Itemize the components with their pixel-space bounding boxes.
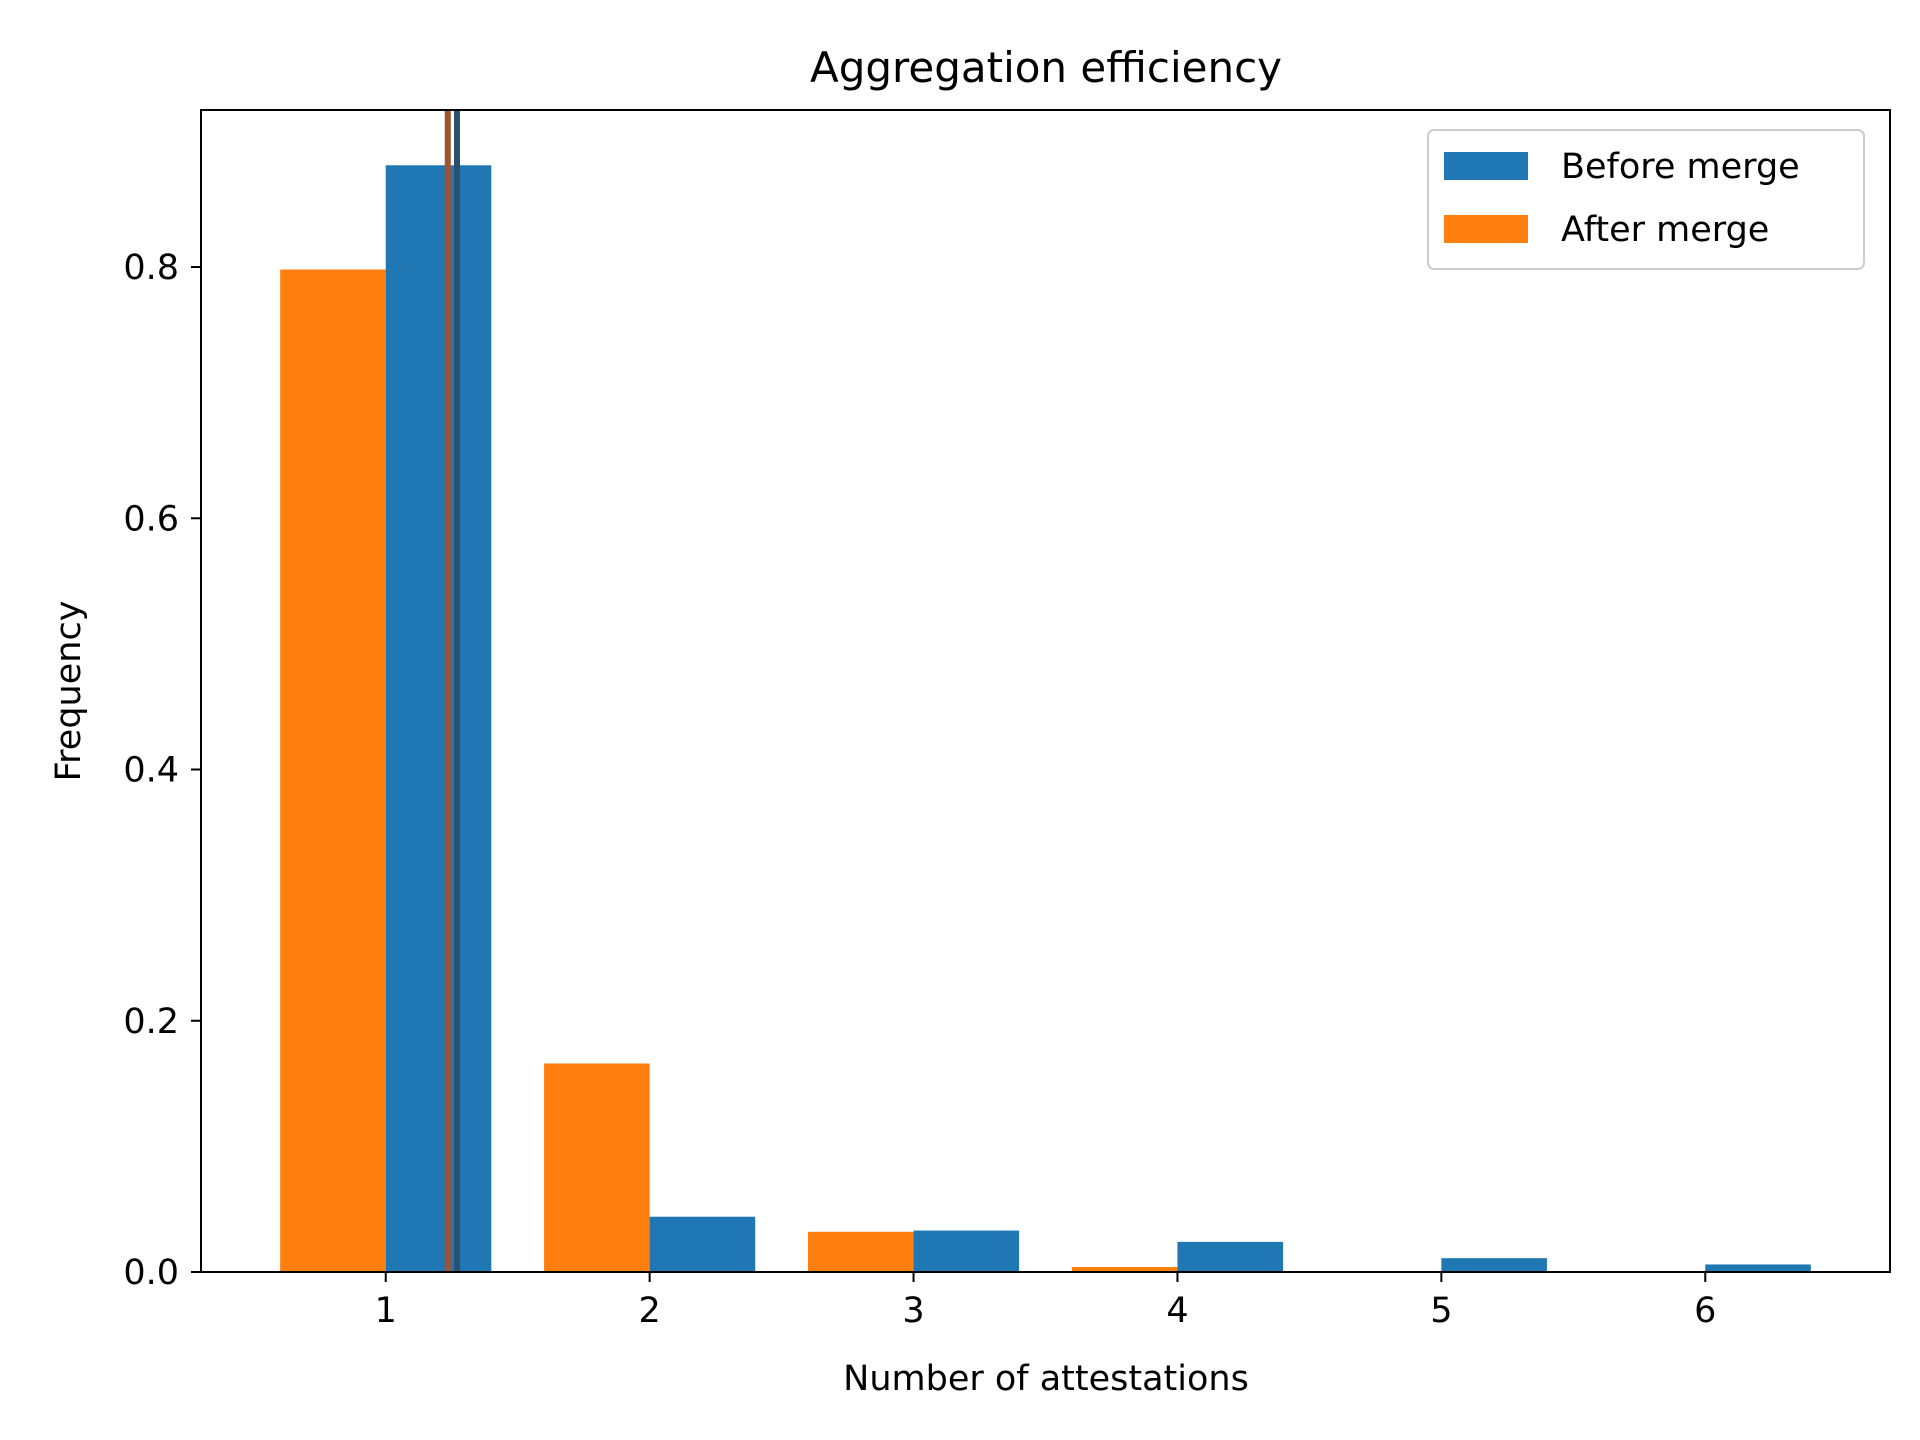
x-tick-label: 4 (1166, 1291, 1188, 1331)
x-tick-label: 6 (1694, 1291, 1716, 1331)
plot-area-frame (200, 109, 1891, 1273)
bar-after-merge-1 (280, 269, 386, 1273)
x-tick-label: 2 (639, 1291, 661, 1331)
y-tick-label: 0.6 (123, 499, 179, 539)
bar-before-merge-2 (649, 1216, 756, 1272)
y-tick-label: 0.2 (123, 1002, 179, 1042)
x-axis: 1 2 3 4 5 6 (375, 1272, 1716, 1331)
y-axis-label: Frequency (49, 601, 89, 782)
bar-after-merge-4 (1071, 1266, 1178, 1272)
x-tick-label: 5 (1430, 1291, 1452, 1331)
x-tick-label: 3 (902, 1291, 924, 1331)
chart-title: Aggregation efficiency (810, 43, 1282, 92)
y-tick-label: 0.4 (123, 751, 179, 791)
bar-before-merge-6 (1705, 1264, 1811, 1272)
x-tick-label: 1 (375, 1291, 397, 1331)
legend-label-after-merge: After merge (1561, 210, 1769, 250)
y-axis: 0.0 0.2 0.4 0.6 0.8 (123, 248, 201, 1293)
legend-label-before-merge: Before merge (1561, 147, 1800, 187)
bar-after-merge-2 (544, 1063, 650, 1272)
y-tick-label: 0.8 (123, 248, 179, 288)
legend-swatch-before-merge (1444, 152, 1528, 180)
legend-frame (1427, 129, 1865, 270)
bar-after-merge-3 (807, 1231, 914, 1272)
y-tick-label: 0.0 (123, 1253, 179, 1293)
legend: Before merge After merge (1427, 129, 1865, 270)
x-axis-label: Number of attestations (843, 1359, 1249, 1399)
bar-before-merge-3 (913, 1230, 1020, 1272)
bar-before-merge-4 (1177, 1241, 1284, 1272)
bar-before-merge-1 (385, 165, 492, 1272)
mean-lines-group (444, 110, 460, 1272)
bar-before-merge-5 (1441, 1258, 1547, 1272)
bars-group (280, 165, 1811, 1273)
legend-swatch-after-merge (1444, 215, 1528, 243)
